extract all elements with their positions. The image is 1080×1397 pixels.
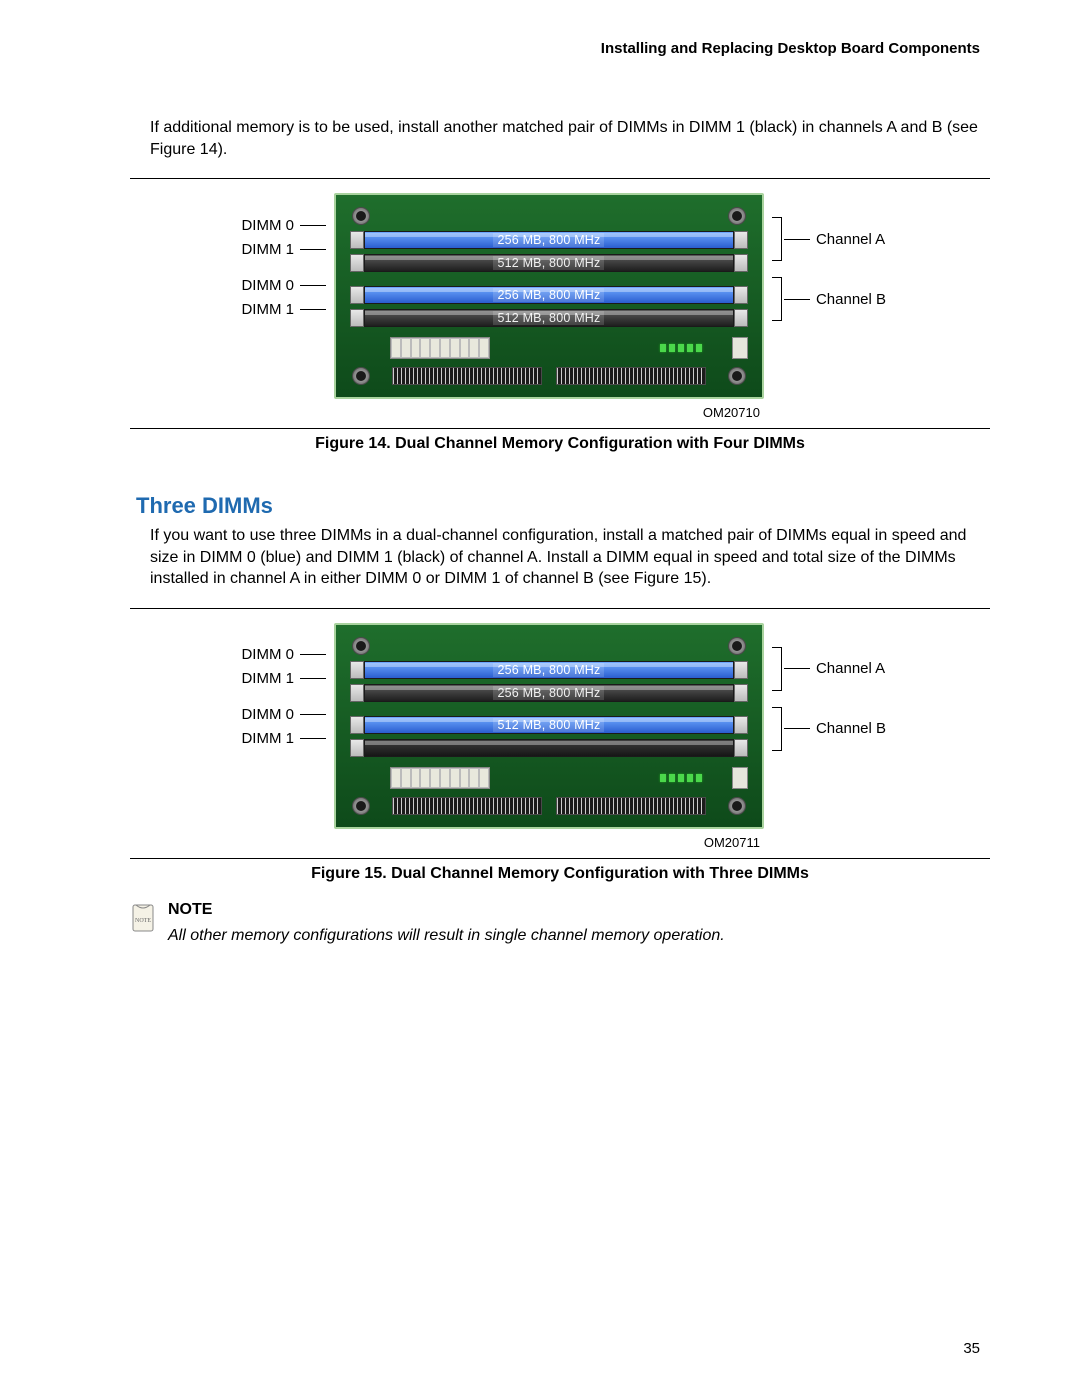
fig14-slot-2: 256 MB, 800 MHz: [493, 288, 604, 302]
fig14-slot-0: 256 MB, 800 MHz: [493, 233, 604, 247]
figure-15: DIMM 0 DIMM 1 DIMM 0 DIMM 1 256 MB, 800 …: [130, 608, 990, 883]
screw-icon: [728, 207, 746, 225]
fig14-board: 256 MB, 800 MHz 512 MB, 800 MHz 256 MB, …: [334, 193, 764, 399]
fig15-slot-1: 256 MB, 800 MHz: [493, 686, 604, 700]
power-connector-icon: [390, 767, 490, 789]
screw-icon: [352, 367, 370, 385]
fig15-right-0: Channel A: [816, 660, 885, 677]
fig14-right-1: Channel B: [816, 291, 886, 308]
screw-icon: [728, 637, 746, 655]
fig15-om-id: OM20711: [704, 835, 760, 850]
led-icon: [660, 344, 702, 352]
fig15-slot-2: 512 MB, 800 MHz: [493, 718, 604, 732]
screw-icon: [352, 797, 370, 815]
fig14-left-3: DIMM 1: [234, 301, 294, 318]
chip-icon: [732, 337, 748, 359]
fig14-om-id: OM20710: [703, 405, 760, 420]
led-icon: [660, 774, 702, 782]
page-header: Installing and Replacing Desktop Board C…: [130, 40, 980, 57]
note-text: All other memory configurations will res…: [168, 925, 990, 947]
fig15-left-2: DIMM 0: [234, 706, 294, 723]
fig15-board: 256 MB, 800 MHz 256 MB, 800 MHz 512 MB, …: [334, 623, 764, 829]
figure-14: DIMM 0 DIMM 1 DIMM 0 DIMM 1 256 MB, 800 …: [130, 178, 990, 453]
fig15-right-1: Channel B: [816, 720, 886, 737]
ide-connector-icon: [392, 367, 542, 385]
figure-14-diagram: DIMM 0 DIMM 1 DIMM 0 DIMM 1 256 MB, 800 …: [130, 187, 990, 420]
page-number: 35: [963, 1340, 980, 1357]
figure-14-caption: Figure 14. Dual Channel Memory Configura…: [130, 435, 990, 453]
power-connector-icon: [390, 337, 490, 359]
note-icon: NOTE: [130, 903, 156, 935]
fig14-left-0: DIMM 0: [234, 217, 294, 234]
note-label: NOTE: [168, 901, 990, 919]
screw-icon: [728, 367, 746, 385]
fig15-left-1: DIMM 1: [234, 670, 294, 687]
fig14-left-1: DIMM 1: [234, 241, 294, 258]
screw-icon: [352, 207, 370, 225]
fig15-left-0: DIMM 0: [234, 646, 294, 663]
note-block: NOTE NOTE All other memory configuration…: [130, 901, 990, 947]
screw-icon: [352, 637, 370, 655]
intro-paragraph: If additional memory is to be used, inst…: [150, 117, 990, 160]
ide-connector-icon: [556, 797, 706, 815]
fig14-right-0: Channel A: [816, 231, 885, 248]
ide-connector-icon: [392, 797, 542, 815]
ide-connector-icon: [556, 367, 706, 385]
section2-paragraph: If you want to use three DIMMs in a dual…: [150, 525, 990, 590]
chip-icon: [732, 767, 748, 789]
screw-icon: [728, 797, 746, 815]
fig15-left-3: DIMM 1: [234, 730, 294, 747]
section-heading-three-dimms: Three DIMMs: [136, 493, 990, 519]
fig14-slot-1: 512 MB, 800 MHz: [493, 256, 604, 270]
figure-15-diagram: DIMM 0 DIMM 1 DIMM 0 DIMM 1 256 MB, 800 …: [130, 617, 990, 850]
svg-text:NOTE: NOTE: [135, 918, 151, 924]
fig14-slot-3: 512 MB, 800 MHz: [493, 311, 604, 325]
fig15-slot-0: 256 MB, 800 MHz: [493, 663, 604, 677]
fig14-left-2: DIMM 0: [234, 277, 294, 294]
figure-15-caption: Figure 15. Dual Channel Memory Configura…: [130, 865, 990, 883]
